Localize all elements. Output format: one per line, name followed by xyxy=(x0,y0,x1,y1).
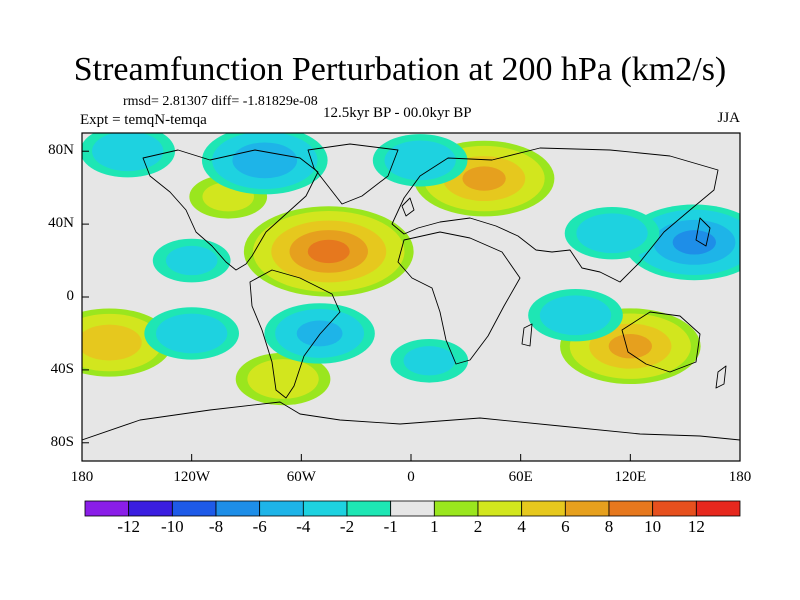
coastline-uk xyxy=(401,197,415,217)
colorbar-swatch xyxy=(608,500,654,517)
coastline-japan xyxy=(695,217,711,247)
colorbar-label: -2 xyxy=(339,517,355,536)
coastline-australia xyxy=(621,311,701,373)
y-axis xyxy=(82,150,89,444)
plot-area xyxy=(82,133,740,461)
colorbar-swatch xyxy=(302,500,348,517)
anomaly-center-12 xyxy=(144,307,239,360)
colorbar-label: 4 xyxy=(517,517,526,536)
anomaly-center-14 xyxy=(152,238,231,283)
contour-fill xyxy=(403,346,456,376)
anomaly-center-7 xyxy=(82,133,176,178)
colorbar-swatch xyxy=(390,500,435,517)
colorbar-swatch xyxy=(84,500,130,517)
coastlines xyxy=(82,143,740,441)
contour-fill xyxy=(165,245,218,276)
colorbar-label: -12 xyxy=(117,517,140,536)
contour-fill xyxy=(307,239,350,264)
coastline-eurasia xyxy=(391,147,719,283)
colorbar-label: 8 xyxy=(604,517,614,536)
coastline-africa xyxy=(397,231,521,365)
y-tick-label: 40S xyxy=(50,360,74,377)
anomaly-center-15 xyxy=(390,338,469,383)
contour-fill xyxy=(232,142,298,179)
coastline-madagascar xyxy=(521,323,533,347)
colorbar-swatch xyxy=(564,500,610,517)
contour-fill xyxy=(462,166,506,191)
colorbar-label: 12 xyxy=(687,517,705,536)
colorbar-swatch xyxy=(171,500,217,517)
coastline-north-america xyxy=(142,149,319,271)
y-tick-label: 0 xyxy=(66,288,75,304)
season-label: JJA xyxy=(717,110,740,126)
contour-fill xyxy=(156,313,228,354)
colorbar-label: -4 xyxy=(296,517,311,536)
x-tick-label: 180 xyxy=(70,469,94,485)
colorbar xyxy=(84,500,741,517)
contour-fill xyxy=(92,133,164,172)
contour-fill xyxy=(608,334,652,359)
colorbar-label: 2 xyxy=(473,517,483,536)
y-tick-label: 40N xyxy=(48,215,74,232)
colorbar-swatch xyxy=(433,500,479,517)
anomaly-center-0 xyxy=(243,206,414,297)
figure-title: Streamfunction Perturbation at 200 hPa (… xyxy=(73,51,727,88)
coastline-greenland xyxy=(307,143,399,205)
anomaly-center-11 xyxy=(264,303,375,364)
colorbar-label: -6 xyxy=(252,517,267,536)
colorbar-swatch xyxy=(695,500,741,517)
colorbar-label: -8 xyxy=(208,517,224,536)
colorbar-swatch xyxy=(259,500,304,517)
anomaly-center-13 xyxy=(528,289,623,342)
coastline-new-zealand xyxy=(715,365,727,389)
contour-fill xyxy=(576,213,648,254)
anomaly-center-9 xyxy=(372,134,468,187)
x-tick-label: 60E xyxy=(508,469,533,485)
colorbar-label: 1 xyxy=(430,517,439,536)
colorbar-label: 10 xyxy=(644,517,662,536)
colorbar-swatch xyxy=(215,500,261,517)
x-tick-label: 60W xyxy=(286,469,316,485)
contour-fill xyxy=(247,359,319,399)
x-tick-label: 120E xyxy=(614,469,647,485)
x-tick-label: 0 xyxy=(407,469,415,485)
colorbar-label: 6 xyxy=(561,517,570,536)
contour-fill xyxy=(672,230,716,255)
stats-label: rmsd= 2.81307 diff= -1.81829e-08 xyxy=(123,94,318,109)
colorbar-swatch xyxy=(128,500,173,517)
period-label: 12.5kyr BP - 00.0kyr BP xyxy=(323,105,472,121)
anomaly-center-8 xyxy=(201,133,328,195)
anomaly-center-4 xyxy=(235,352,331,406)
colorbar-swatch xyxy=(346,500,392,517)
experiment-label: Expt = temqN-temqa xyxy=(80,112,207,128)
anomaly-center-3 xyxy=(82,308,173,377)
x-tick-label: 180 xyxy=(728,469,752,485)
colorbar-label: -1 xyxy=(383,517,398,536)
x-axis xyxy=(81,454,741,461)
colorbar-label: -10 xyxy=(160,517,184,536)
y-tick-label: 80S xyxy=(50,433,74,450)
y-tick-label: 80N xyxy=(48,142,74,159)
coastline-antarctica xyxy=(82,401,740,441)
contour-fill xyxy=(296,320,343,347)
colorbar-swatch xyxy=(477,500,523,517)
coastline-south-america xyxy=(249,269,341,399)
colorbar-swatch xyxy=(652,500,697,517)
contour-fill xyxy=(539,295,612,336)
x-tick-label: 120W xyxy=(173,469,210,485)
anomaly-center-10 xyxy=(564,207,660,260)
contour-fill xyxy=(82,324,142,361)
colorbar-swatch xyxy=(521,500,566,517)
contour-fill xyxy=(384,140,456,181)
